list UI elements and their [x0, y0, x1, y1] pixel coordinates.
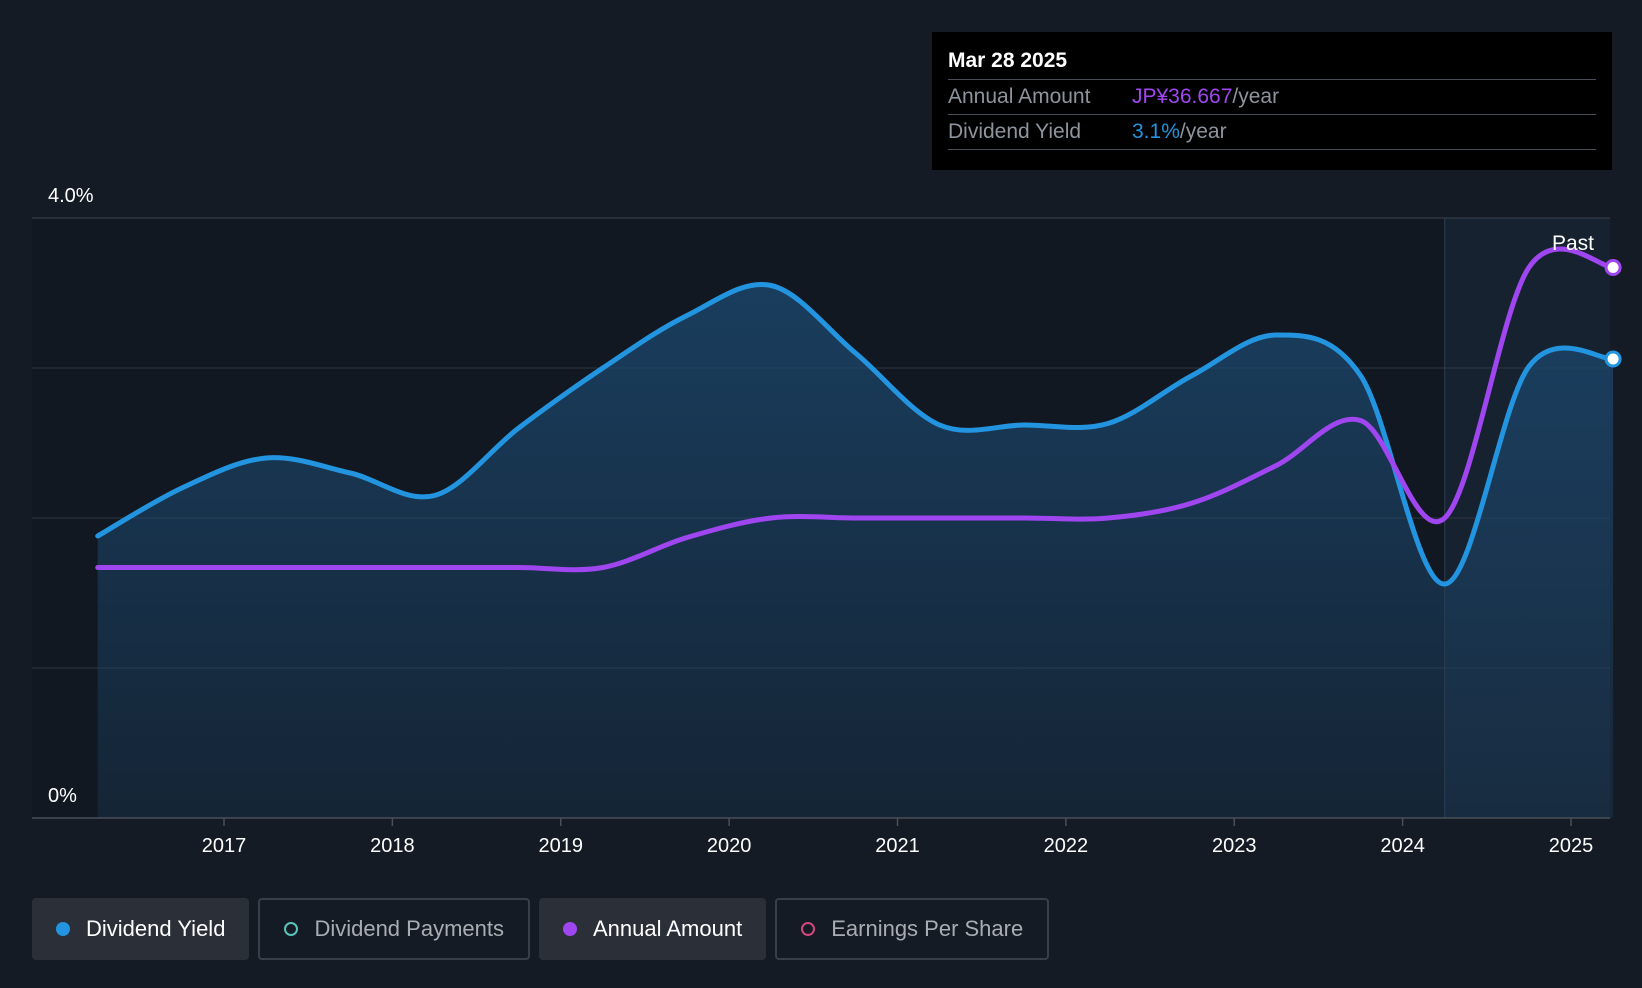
- tooltip-annual-amount-label: Annual Amount: [948, 85, 1091, 108]
- tooltip-dividend-yield-unit: /year: [1179, 120, 1227, 143]
- dividend-yield-end-marker[interactable]: [1604, 350, 1622, 368]
- x-tick-label: 2022: [1044, 835, 1089, 857]
- x-tick-label: 2021: [875, 835, 920, 857]
- tooltip-annual-amount-unit: /year: [1232, 85, 1280, 108]
- tooltip-dividend-yield-label: Dividend Yield: [948, 120, 1082, 143]
- legend-dividend-yield[interactable]: Dividend Yield: [32, 898, 250, 960]
- legend-annual-amount-label: Annual Amount: [592, 916, 743, 941]
- annual-amount-line: [95, 246, 1616, 573]
- x-tick-label: 2020: [707, 835, 752, 857]
- legend-annual-amount[interactable]: Annual Amount: [538, 898, 767, 960]
- x-tick-label: 2019: [539, 835, 584, 857]
- dividend-yield-area: [97, 284, 1614, 818]
- dividend-yield-line: [95, 281, 1616, 587]
- x-axis-ticks: 2017 2018 2019 2020 2021 2022 2023 2024 2025: [202, 818, 1594, 857]
- annual-amount-end-marker[interactable]: [1604, 259, 1622, 276]
- tooltip-row-annual-amount: Annual Amount JP¥36.667 /year: [948, 79, 1596, 114]
- tooltip-date: Mar 28 2025: [948, 49, 1068, 72]
- x-tick-label: 2023: [1212, 835, 1257, 857]
- x-tick-label: 2024: [1380, 835, 1425, 857]
- tooltip: Mar 28 2025 Annual Amount JP¥36.667 /yea…: [932, 32, 1612, 170]
- legend: Dividend Yield Dividend Payments Annual …: [32, 898, 1050, 960]
- x-tick-label: 2025: [1549, 835, 1594, 857]
- tooltip-row-dividend-yield: Dividend Yield 3.1% /year: [948, 114, 1596, 150]
- legend-dividend-payments[interactable]: Dividend Payments: [258, 898, 530, 960]
- legend-dividend-yield-label: Dividend Yield: [86, 916, 226, 941]
- legend-earnings-per-share-label: Earnings Per Share: [831, 916, 1024, 941]
- legend-earnings-per-share[interactable]: Earnings Per Share: [775, 898, 1050, 960]
- legend-dividend-payments-label: Dividend Payments: [314, 916, 504, 941]
- dividend-yield-dot-icon: [56, 922, 70, 936]
- x-tick-label: 2017: [202, 835, 247, 857]
- dividend-payments-ring-icon: [284, 922, 299, 936]
- x-tick-label: 2018: [370, 835, 415, 857]
- past-label: Past: [1552, 232, 1594, 255]
- earnings-per-share-ring-icon: [801, 922, 816, 936]
- tooltip-annual-amount-value: JP¥36.667: [1132, 85, 1233, 108]
- y-tick-bottom: 0%: [48, 785, 77, 807]
- annual-amount-dot-icon: [562, 922, 577, 936]
- y-tick-top: 4.0%: [48, 185, 94, 207]
- tooltip-dividend-yield-value: 3.1%: [1132, 120, 1180, 143]
